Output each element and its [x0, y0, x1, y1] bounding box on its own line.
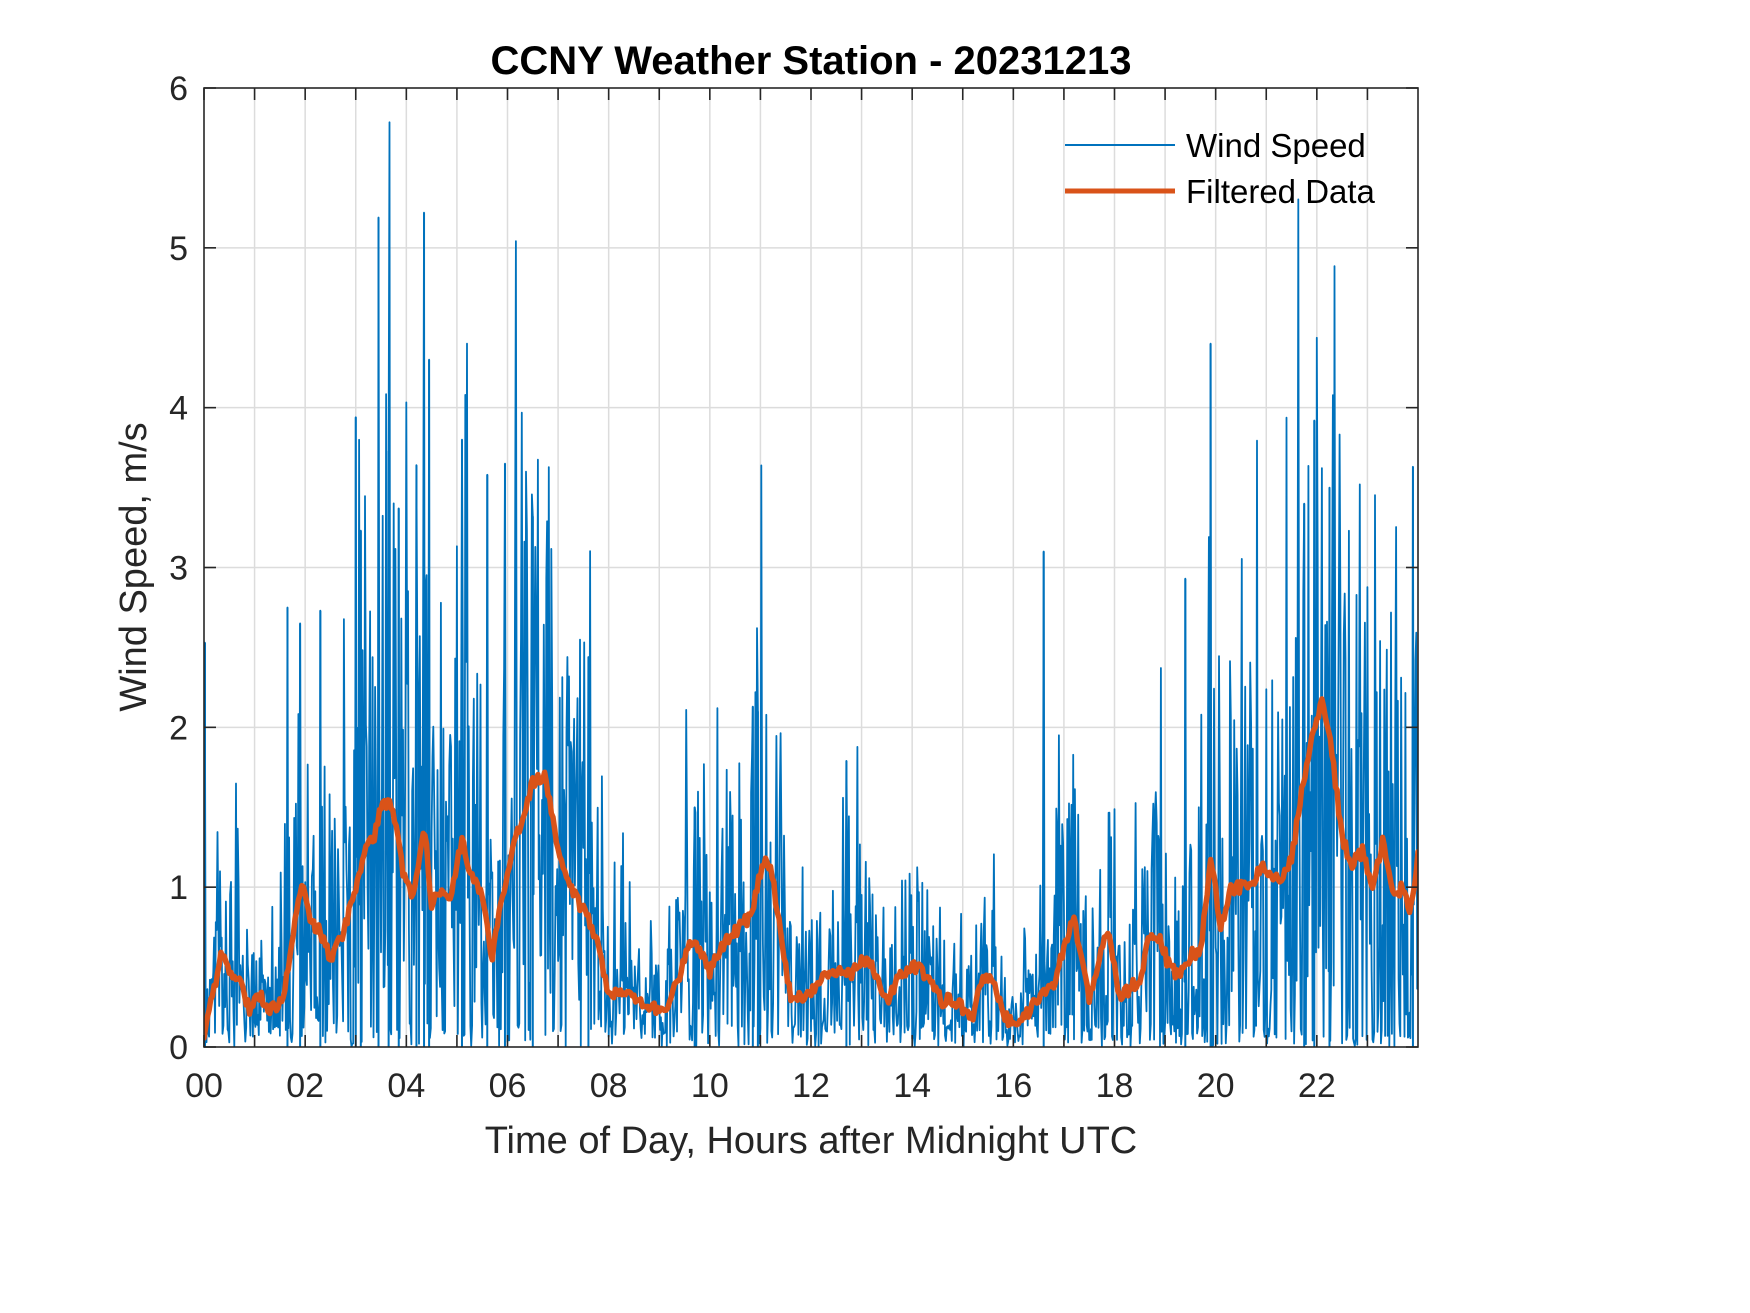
- plot-area: [203, 87, 1419, 1048]
- legend: Wind Speed Filtered Data: [1065, 127, 1376, 210]
- filtered-data-line: [204, 696, 1418, 1041]
- y-tick-label: 4: [169, 390, 188, 428]
- x-tick-label: 12: [792, 1067, 830, 1105]
- x-tick-label: 14: [893, 1067, 931, 1105]
- y-tick-label: 5: [169, 230, 188, 268]
- x-axis-label: Time of Day, Hours after Midnight UTC: [485, 1120, 1138, 1162]
- y-axis-label: Wind Speed, m/s: [113, 422, 155, 711]
- x-tick-label: 08: [590, 1067, 628, 1105]
- x-tick-label: 06: [489, 1067, 527, 1105]
- y-tick-label: 0: [169, 1029, 188, 1067]
- wind-speed-line: [204, 121, 1418, 1047]
- y-tick-label: 1: [169, 869, 188, 907]
- y-tick-labels: 0 1 2 3 4 5 6: [169, 70, 188, 1067]
- legend-label-wind-speed: Wind Speed: [1186, 127, 1366, 164]
- x-tick-label: 16: [994, 1067, 1032, 1105]
- axis-ticks: [203, 87, 1418, 1048]
- x-tick-label: 22: [1298, 1067, 1336, 1105]
- x-tick-label: 02: [286, 1067, 324, 1105]
- x-tick-label: 00: [185, 1067, 223, 1105]
- y-tick-label: 6: [169, 70, 188, 108]
- filtered-data-series: [204, 696, 1418, 1041]
- legend-label-filtered-data: Filtered Data: [1186, 173, 1376, 210]
- chart-title: CCNY Weather Station - 20231213: [491, 39, 1132, 83]
- x-tick-label: 04: [387, 1067, 425, 1105]
- x-tick-label: 18: [1096, 1067, 1134, 1105]
- y-tick-label: 2: [169, 709, 188, 747]
- x-tick-label: 10: [691, 1067, 729, 1105]
- x-tick-label: 20: [1197, 1067, 1235, 1105]
- y-tick-label: 3: [169, 550, 188, 588]
- x-tick-labels: 00 02 04 06 08 10 12 14 16 18 20 22: [185, 1067, 1336, 1105]
